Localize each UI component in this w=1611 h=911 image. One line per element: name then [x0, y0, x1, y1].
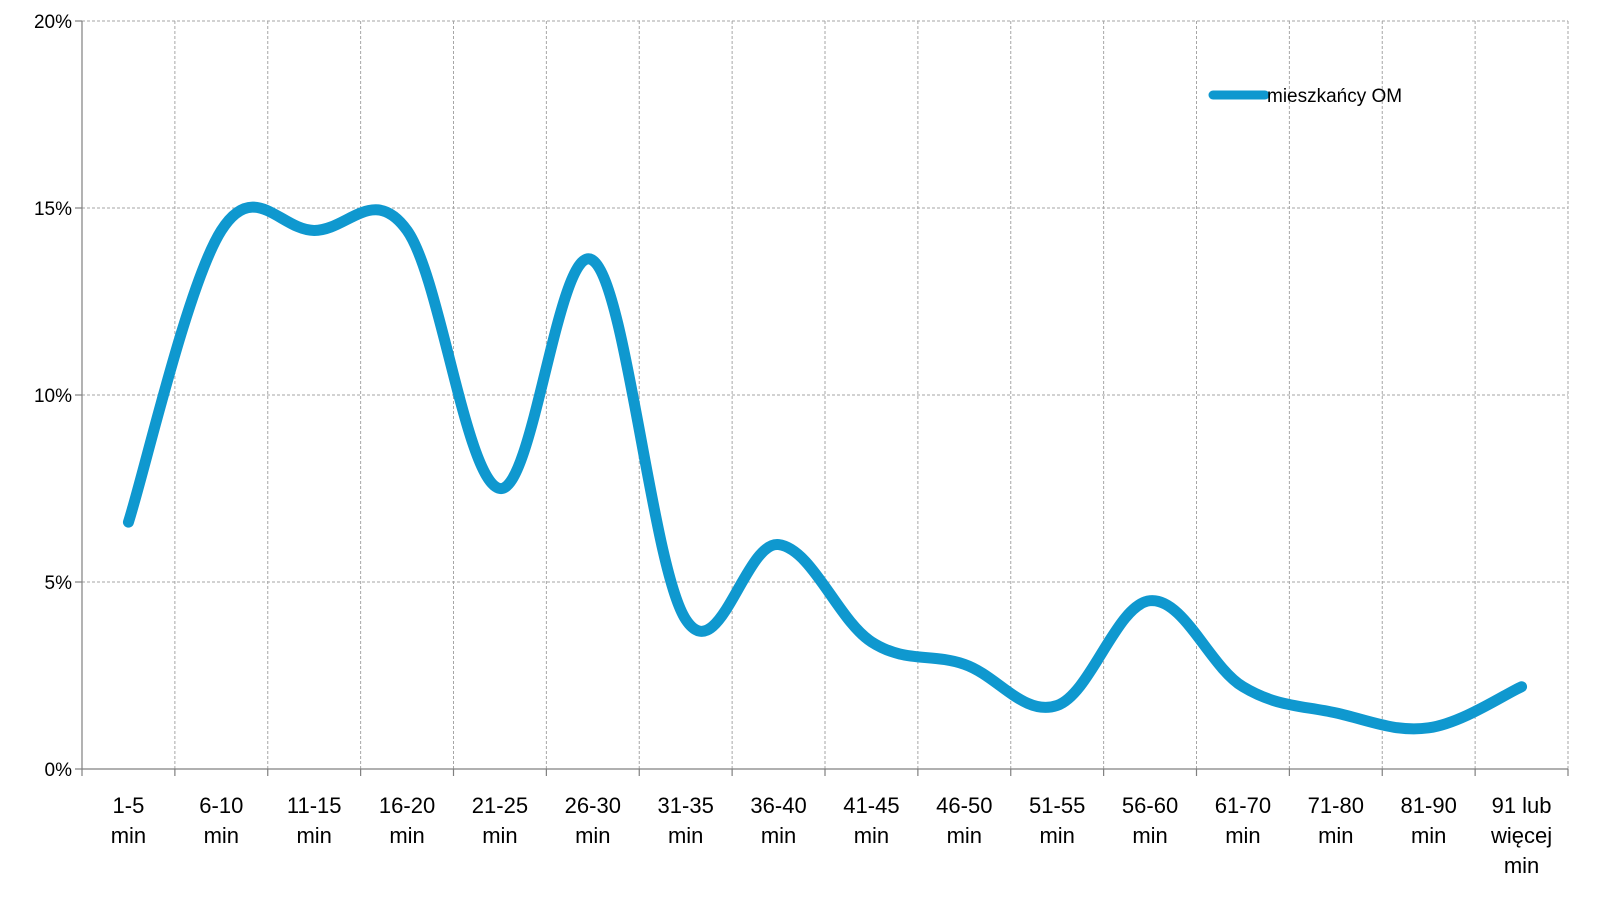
x-tick-label: 6-10 min [199, 793, 243, 848]
x-tick-label: 26-30 min [565, 793, 621, 848]
data-point [1335, 712, 1336, 713]
x-tick-label: 36-40 min [750, 793, 806, 848]
x-tick-label: 1-5 min [111, 793, 146, 848]
x-tick-label: 41-45 min [843, 793, 899, 848]
legend: mieszkańcy OM [1208, 86, 1402, 107]
y-tick-label: 5% [45, 573, 73, 594]
data-point [592, 260, 593, 261]
axis-layer: 0% 5% 10% 15% 20% 1-5 min 6-10 min 11-15 min 16-20 m… [34, 12, 1569, 878]
x-tick-label: 71-80 min [1308, 793, 1364, 848]
legend-label-mieszkancy-om: mieszkańcy OM [1267, 86, 1402, 107]
x-tick-label: 61-70 min [1215, 793, 1271, 848]
data-point [871, 641, 872, 642]
data-point [1150, 600, 1151, 601]
x-tick-label: 56-60 min [1122, 793, 1178, 848]
series-line-0 [122, 201, 1528, 735]
y-tick-label: 10% [34, 386, 72, 407]
x-tick-label: 21-25 min [472, 793, 528, 848]
x-tick-label: 11-15 min [287, 793, 342, 848]
x-tick-label: 46-50 min [936, 793, 992, 848]
data-point [685, 619, 686, 620]
x-tick-label: 51-55 min [1029, 793, 1085, 848]
data-point [778, 544, 779, 545]
y-tick-label: 20% [34, 12, 72, 33]
data-point [128, 522, 129, 523]
x-tick-label: 31-35 min [658, 793, 714, 848]
data-point [1428, 727, 1429, 728]
data-point [499, 488, 500, 489]
data-point [314, 230, 315, 231]
y-tick-label: 15% [34, 199, 72, 220]
x-tick-label: 91 lub więcej min [1490, 793, 1552, 878]
series-layer [122, 201, 1528, 735]
grid-layer [82, 20, 1569, 769]
data-point [221, 230, 222, 231]
data-point [1521, 686, 1522, 687]
data-point [1242, 686, 1243, 687]
x-tick-label: 81-90 min [1401, 793, 1457, 848]
data-point [407, 230, 408, 231]
x-tick-label: 16-20 min [379, 793, 435, 848]
data-point [964, 664, 965, 665]
data-point [1057, 705, 1058, 706]
y-tick-label: 0% [45, 760, 73, 781]
